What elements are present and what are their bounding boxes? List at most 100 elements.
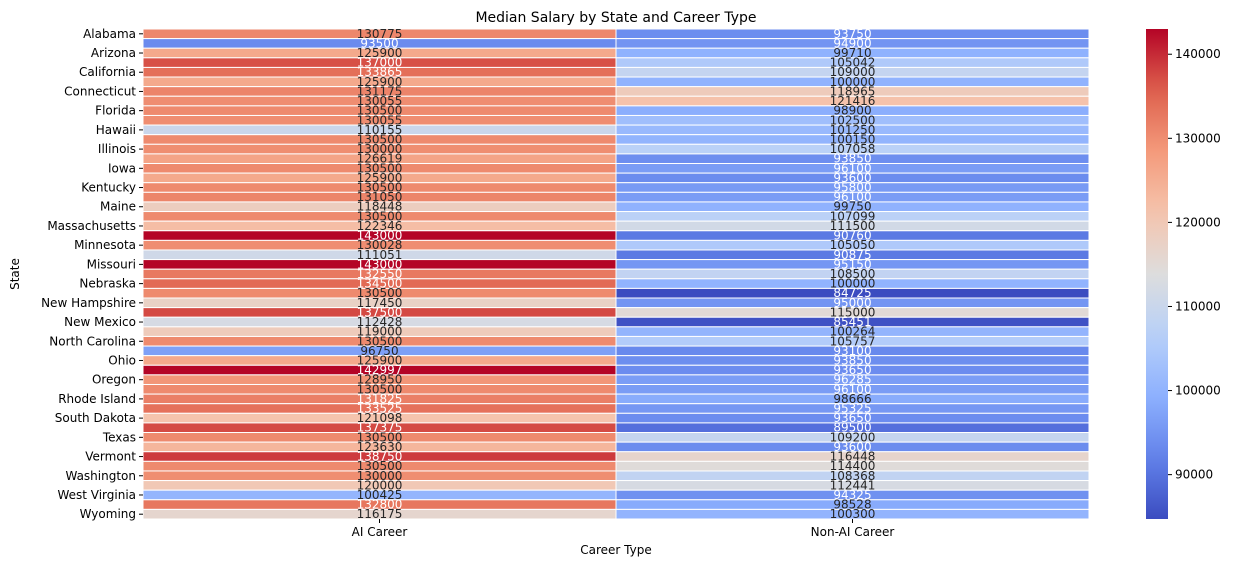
cell-value-label: 111500 [830, 219, 876, 233]
cell-value-label: 93500 [360, 36, 398, 50]
cell-value-label: 118965 [830, 84, 876, 98]
cell-value-label: 89500 [833, 421, 871, 435]
cell-value-label: 93850 [833, 152, 871, 166]
cell-value-label: 142997 [357, 363, 403, 377]
cell-value-label: 130500 [357, 382, 403, 396]
y-tick-label: North Carolina [49, 334, 136, 348]
cell-value-label: 132550 [357, 267, 403, 281]
cell-value-label: 93100 [833, 344, 871, 358]
cell-value-label: 125900 [357, 353, 403, 367]
x-tick-label: AI Career [352, 525, 408, 539]
x-axis-label: Career Type [580, 543, 651, 557]
cell-value-label: 99750 [833, 200, 871, 214]
cell-value-label: 100000 [830, 277, 876, 291]
chart-title: Median Salary by State and Career Type [475, 10, 756, 26]
cell-value-label: 137375 [357, 421, 403, 435]
cell-value-label: 137500 [357, 305, 403, 319]
cell-value-label: 108368 [830, 469, 876, 483]
cell-value-label: 130500 [357, 209, 403, 223]
cell-value-label: 112428 [357, 315, 403, 329]
y-tick-label: Texas [102, 430, 136, 444]
y-tick-label: West Virginia [57, 488, 136, 502]
cell-value-label: 115000 [830, 305, 876, 319]
cell-value-label: 128950 [357, 373, 403, 387]
cell-value-label: 93650 [833, 363, 871, 377]
cell-value-label: 137000 [357, 56, 403, 70]
y-tick-label: Nebraska [79, 277, 136, 291]
cell-value-label: 130500 [357, 334, 403, 348]
cell-value-label: 131175 [357, 84, 403, 98]
cell-value-label: 132800 [357, 498, 403, 512]
cell-value-label: 84725 [833, 286, 871, 300]
cell-value-label: 130500 [357, 459, 403, 473]
cell-value-label: 90760 [833, 229, 871, 243]
cell-value-label: 105042 [830, 56, 876, 70]
cell-value-label: 119000 [357, 325, 403, 339]
cell-value-label: 112441 [830, 478, 876, 492]
cell-value-label: 130775 [357, 27, 403, 41]
y-tick-label: Alabama [83, 27, 136, 41]
cell-value-label: 94900 [833, 36, 871, 50]
colorbar-tick-label: 100000 [1175, 384, 1221, 398]
cell-value-label: 98528 [833, 498, 871, 512]
cell-value-label: 95325 [833, 402, 871, 416]
cell-value-label: 123630 [357, 440, 403, 454]
y-tick-label: Rhode Island [58, 392, 136, 406]
cell-value-label: 100300 [830, 507, 876, 521]
x-tick-label: Non-AI Career [811, 525, 895, 539]
y-tick-label: Hawaii [96, 123, 136, 137]
x-axis-ticks: AI Career Non-AI Career [352, 519, 895, 539]
cell-value-label: 93850 [833, 353, 871, 367]
y-tick-label: Minnesota [74, 238, 136, 252]
cell-value-label: 96285 [833, 373, 871, 387]
cell-value-label: 120000 [357, 478, 403, 492]
cell-value-label: 100150 [830, 132, 876, 146]
cell-value-label: 125900 [357, 75, 403, 89]
colorbar-tick-label: 120000 [1175, 215, 1221, 229]
cell-value-label: 130500 [357, 161, 403, 175]
cell-value-label: 122346 [357, 219, 403, 233]
heatmap-cells: 130775 93750 93500 94900 125900 99710 137000 10… [142, 27, 1090, 521]
cell-value-label: 125900 [357, 171, 403, 185]
y-tick-label: Washington [65, 469, 136, 483]
cell-value-label: 95150 [833, 257, 871, 271]
cell-value-label: 138750 [357, 450, 403, 464]
cell-value-label: 109000 [830, 65, 876, 79]
y-tick-label: Oregon [92, 373, 136, 387]
y-axis-ticks: Alabama Arizona California Connecticut Flori… [41, 27, 143, 521]
cell-value-label: 130055 [357, 94, 403, 108]
colorbar-tick-label: 90000 [1175, 468, 1213, 482]
cell-value-label: 96750 [360, 344, 398, 358]
cell-value-label: 101250 [830, 123, 876, 137]
cell-value-label: 98666 [833, 392, 871, 406]
y-axis-label: State [8, 258, 22, 290]
cell-value-label: 96100 [833, 161, 871, 175]
y-tick-label: Maine [100, 200, 136, 214]
cell-value-label: 93650 [833, 411, 871, 425]
y-tick-label: Arizona [91, 46, 136, 60]
cell-value-label: 130500 [357, 430, 403, 444]
y-tick-label: Connecticut [64, 84, 136, 98]
cell-value-label: 110155 [357, 123, 403, 137]
cell-value-label: 116448 [830, 450, 876, 464]
cell-value-label: 133525 [357, 402, 403, 416]
y-tick-label: New Mexico [64, 315, 136, 329]
colorbar-tick-label: 130000 [1175, 131, 1221, 145]
cell-value-label: 100425 [357, 488, 403, 502]
colorbar-gradient [1146, 29, 1168, 519]
cell-value-label: 130500 [357, 132, 403, 146]
cell-value-label: 125900 [357, 46, 403, 60]
y-tick-label: Iowa [108, 161, 136, 175]
cell-value-label: 100000 [830, 75, 876, 89]
cell-value-label: 121098 [357, 411, 403, 425]
cell-value-label: 134500 [357, 277, 403, 291]
cell-value-label: 117450 [357, 296, 403, 310]
cell-value-label: 90875 [833, 248, 871, 262]
cell-value-label: 93750 [833, 27, 871, 41]
cell-value-label: 130500 [357, 104, 403, 118]
cell-value-label: 100264 [830, 325, 876, 339]
cell-value-label: 93600 [833, 171, 871, 185]
y-tick-label: Massachusetts [47, 219, 136, 233]
cell-value-label: 130000 [357, 469, 403, 483]
cell-value-label: 96100 [833, 382, 871, 396]
